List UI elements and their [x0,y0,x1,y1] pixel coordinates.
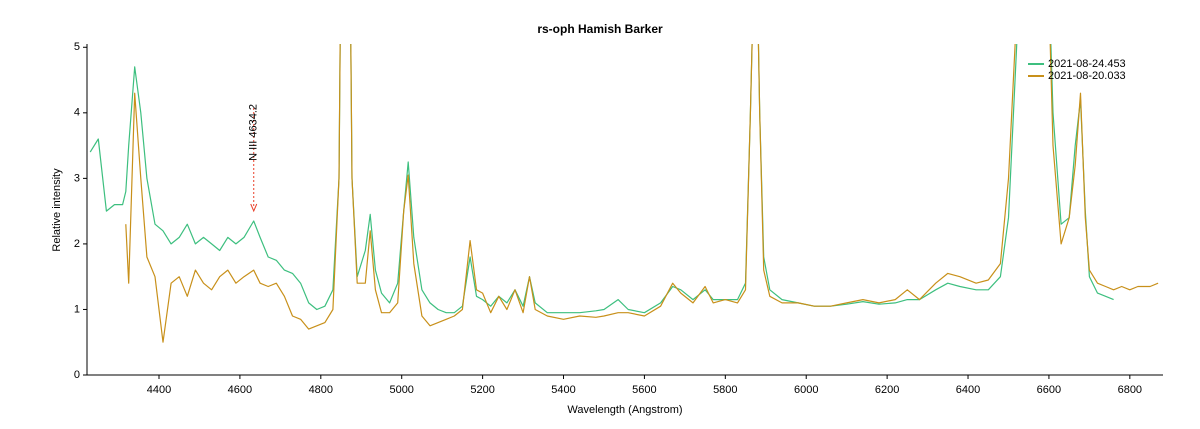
y-tick-label: 4 [74,107,80,119]
x-tick-label: 5800 [713,384,737,396]
annotation-arrow [250,203,258,213]
x-tick-label: 4600 [228,384,252,396]
y-tick-label: 1 [74,303,80,315]
x-tick-label: 6600 [1037,384,1061,396]
series-line [125,44,1159,343]
x-tick-label: 6000 [794,384,818,396]
y-axis-label: Relative intensity [51,168,63,252]
x-tick-label: 5400 [551,384,575,396]
y-tick-label: 2 [74,238,80,250]
annotation-label: N III 4634.2 [248,104,260,161]
y-tick-label: 0 [74,369,80,381]
x-tick-label: 5600 [632,384,656,396]
y-tick-label: 5 [74,41,80,53]
x-tick-label: 6800 [1118,384,1142,396]
y-tick-label: 3 [74,172,80,184]
series-line [89,44,1114,314]
x-tick-label: 6400 [956,384,980,396]
x-tick-label: 4800 [309,384,333,396]
chart-title: rs-oph Hamish Barker [537,22,663,36]
legend-label: 2021-08-24.453 [1048,58,1126,70]
x-tick-label: 4400 [147,384,171,396]
x-axis-label: Wavelength (Angstrom) [567,404,682,416]
legend-label: 2021-08-20.033 [1048,70,1126,82]
x-tick-label: 6200 [875,384,899,396]
plot-area [89,44,1159,343]
x-tick-label: 5000 [389,384,413,396]
x-tick-label: 5200 [470,384,494,396]
